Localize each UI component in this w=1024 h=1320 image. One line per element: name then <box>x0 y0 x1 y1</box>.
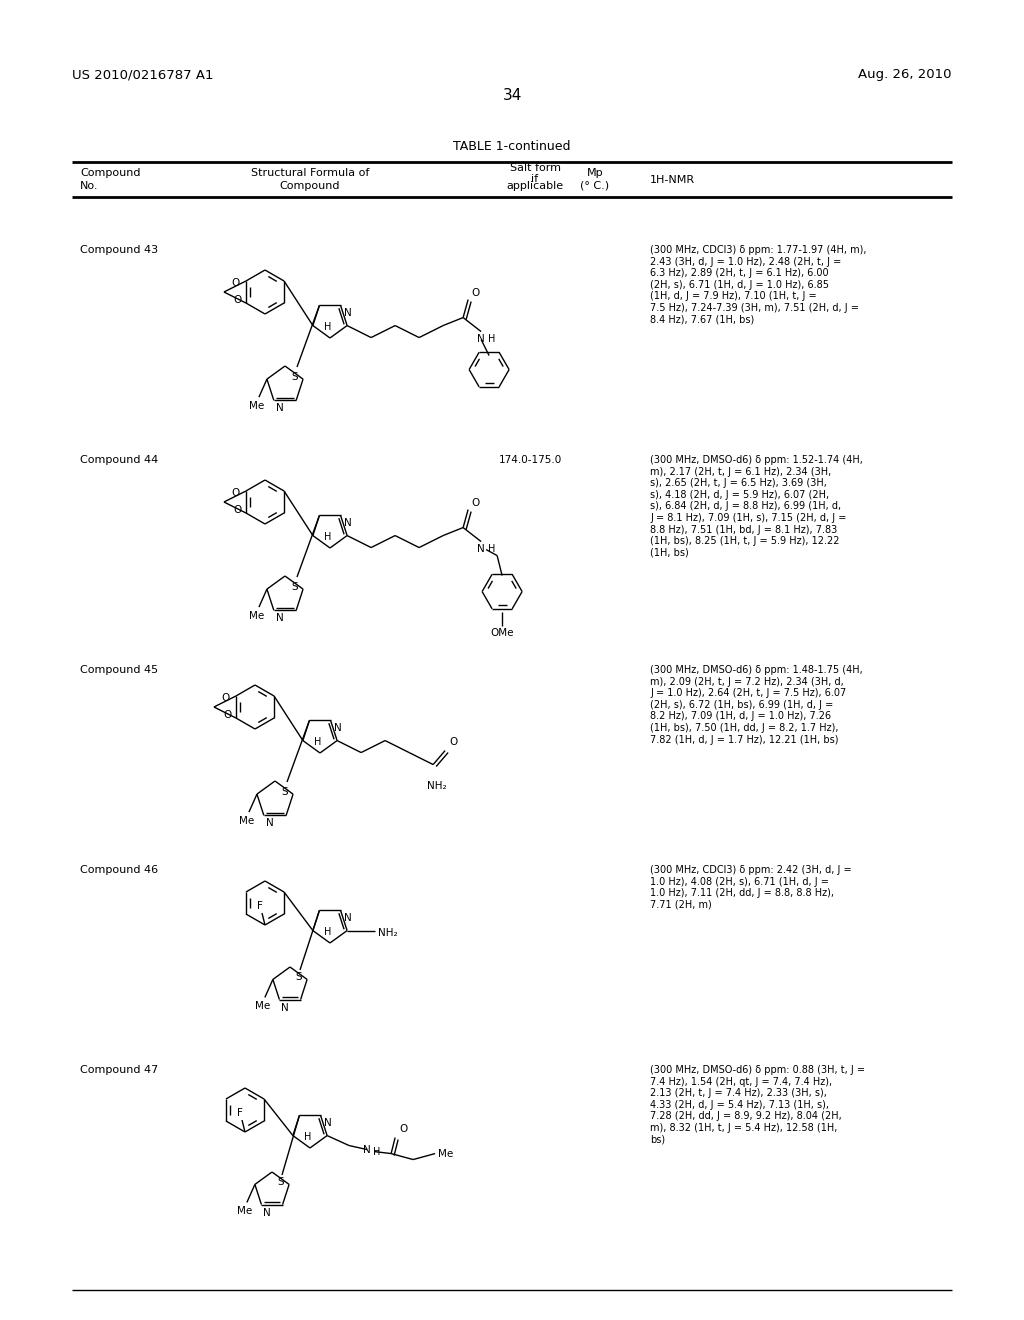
Text: N: N <box>324 1118 332 1129</box>
Text: Compound: Compound <box>280 181 340 191</box>
Text: Me: Me <box>240 816 255 826</box>
Text: N: N <box>344 519 351 528</box>
Text: (300 MHz, DMSO-d6) δ ppm: 0.88 (3H, t, J =
7.4 Hz), 1.54 (2H, qt, J = 7.4, 7.4 H: (300 MHz, DMSO-d6) δ ppm: 0.88 (3H, t, J… <box>650 1065 865 1144</box>
Text: H: H <box>373 1147 381 1156</box>
Text: N: N <box>477 544 485 553</box>
Text: Mp: Mp <box>587 168 603 178</box>
Text: O: O <box>223 710 232 719</box>
Text: N: N <box>282 1003 289 1012</box>
Text: NH₂: NH₂ <box>378 928 397 937</box>
Text: O: O <box>450 737 458 747</box>
Text: Me: Me <box>238 1206 253 1217</box>
Text: 1H-NMR: 1H-NMR <box>650 176 695 185</box>
Text: H: H <box>488 334 496 343</box>
Text: O: O <box>233 294 242 305</box>
Text: F: F <box>257 902 263 911</box>
Text: O: O <box>231 279 240 288</box>
Text: N: N <box>344 913 351 924</box>
Text: O: O <box>471 288 479 297</box>
Text: Compound 46: Compound 46 <box>80 865 158 875</box>
Text: F: F <box>238 1107 243 1118</box>
Text: applicable: applicable <box>507 181 563 191</box>
Text: Compound: Compound <box>80 168 140 178</box>
Text: S: S <box>282 787 288 797</box>
Text: (° C.): (° C.) <box>581 181 609 191</box>
Text: Structural Formula of: Structural Formula of <box>251 168 370 178</box>
Text: OMe: OMe <box>490 627 514 638</box>
Text: (300 MHz, DMSO-d6) δ ppm: 1.52-1.74 (4H,
m), 2.17 (2H, t, J = 6.1 Hz), 2.34 (3H,: (300 MHz, DMSO-d6) δ ppm: 1.52-1.74 (4H,… <box>650 455 863 558</box>
Text: N: N <box>275 614 284 623</box>
Text: O: O <box>231 488 240 498</box>
Text: 174.0-175.0: 174.0-175.0 <box>499 455 561 465</box>
Text: N: N <box>266 818 273 829</box>
Text: NH₂: NH₂ <box>427 780 446 791</box>
Text: S: S <box>278 1177 284 1188</box>
Text: H: H <box>325 322 332 333</box>
Text: Me: Me <box>249 611 264 622</box>
Text: S: S <box>292 582 298 593</box>
Text: H: H <box>314 737 322 747</box>
Text: Me: Me <box>255 1002 270 1011</box>
Text: N: N <box>364 1144 371 1155</box>
Text: No.: No. <box>80 181 98 191</box>
Text: N: N <box>477 334 485 343</box>
Text: Salt form: Salt form <box>510 162 560 173</box>
Text: 34: 34 <box>503 88 521 103</box>
Text: H: H <box>325 927 332 937</box>
Text: N: N <box>263 1208 271 1217</box>
Text: Compound 44: Compound 44 <box>80 455 159 465</box>
Text: O: O <box>399 1123 408 1134</box>
Text: H: H <box>304 1133 311 1142</box>
Text: Compound 45: Compound 45 <box>80 665 158 675</box>
Text: (300 MHz, DMSO-d6) δ ppm: 1.48-1.75 (4H,
m), 2.09 (2H, t, J = 7.2 Hz), 2.34 (3H,: (300 MHz, DMSO-d6) δ ppm: 1.48-1.75 (4H,… <box>650 665 863 744</box>
Text: Compound 47: Compound 47 <box>80 1065 159 1074</box>
Text: N: N <box>275 404 284 413</box>
Text: S: S <box>296 973 302 982</box>
Text: N: N <box>334 723 341 734</box>
Text: (300 MHz, CDCl3) δ ppm: 2.42 (3H, d, J =
1.0 Hz), 4.08 (2H, s), 6.71 (1H, d, J =: (300 MHz, CDCl3) δ ppm: 2.42 (3H, d, J =… <box>650 865 852 909</box>
Text: O: O <box>222 693 230 704</box>
Text: US 2010/0216787 A1: US 2010/0216787 A1 <box>72 69 213 81</box>
Text: Me: Me <box>438 1148 454 1159</box>
Text: Compound 43: Compound 43 <box>80 246 158 255</box>
Text: Aug. 26, 2010: Aug. 26, 2010 <box>858 69 952 81</box>
Text: Me: Me <box>249 401 264 411</box>
Text: S: S <box>292 372 298 381</box>
Text: H: H <box>488 544 496 553</box>
Text: if: if <box>531 174 539 183</box>
Text: O: O <box>233 506 242 515</box>
Text: N: N <box>344 309 351 318</box>
Text: O: O <box>471 498 479 508</box>
Text: (300 MHz, CDCl3) δ ppm: 1.77-1.97 (4H, m),
2.43 (3H, d, J = 1.0 Hz), 2.48 (2H, t: (300 MHz, CDCl3) δ ppm: 1.77-1.97 (4H, m… <box>650 246 866 325</box>
Text: H: H <box>325 532 332 543</box>
Text: TABLE 1-continued: TABLE 1-continued <box>454 140 570 153</box>
